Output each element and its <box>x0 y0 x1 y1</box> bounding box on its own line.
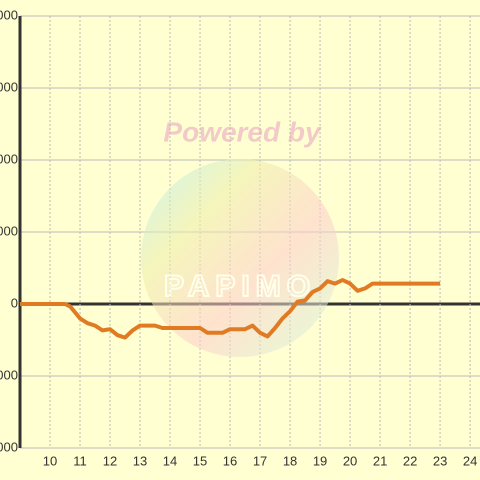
x-tick-label: 13 <box>133 453 147 468</box>
x-tick-label: 11 <box>73 453 87 468</box>
x-tick-label: 20 <box>343 453 357 468</box>
x-tick-label: 19 <box>313 453 327 468</box>
x-tick-label: 10 <box>43 453 57 468</box>
y-tick-label: 9,000 <box>0 79 18 94</box>
x-tick-label: 14 <box>163 453 177 468</box>
y-tick-label: 0 <box>11 295 18 310</box>
x-tick-label: 17 <box>253 453 267 468</box>
x-tick-label: 16 <box>223 453 237 468</box>
y-tick-label: -6,000 <box>0 439 18 454</box>
x-tick-label: 15 <box>193 453 207 468</box>
watermark-circle <box>141 159 339 357</box>
x-tick-label: 24 <box>463 453 477 468</box>
y-tick-label: 3,000 <box>0 223 18 238</box>
x-tick-label: 21 <box>373 453 387 468</box>
x-tick-label: 18 <box>283 453 297 468</box>
watermark-logo: PAPIMO <box>164 270 316 303</box>
y-tick-label: -3,000 <box>0 367 18 382</box>
y-tick-label: 6,000 <box>0 151 18 166</box>
x-tick-label: 22 <box>403 453 417 468</box>
x-tick-label: 12 <box>103 453 117 468</box>
y-tick-label: 12,000 <box>0 7 18 22</box>
data-line <box>20 278 441 340</box>
watermark: Powered by PAPIMO <box>141 116 339 357</box>
x-tick-label: 23 <box>433 453 447 468</box>
watermark-text: Powered by <box>163 116 322 147</box>
